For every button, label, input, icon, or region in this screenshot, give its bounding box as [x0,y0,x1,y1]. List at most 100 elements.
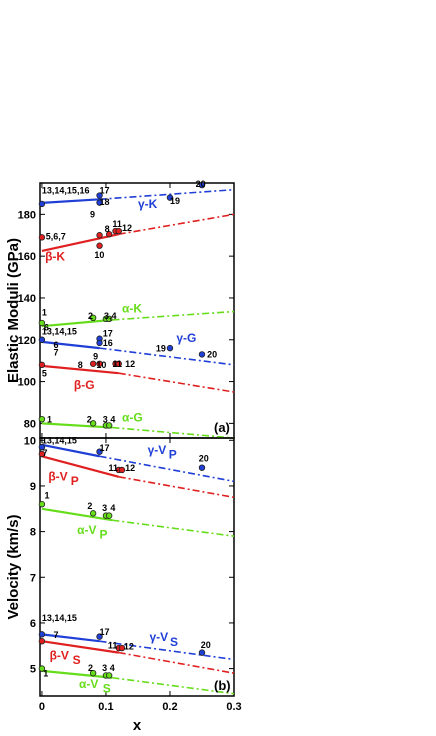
y-tick-label: 80 [24,418,36,430]
sample-number-label: 8 [78,360,83,370]
x-tick-label: 0.2 [162,701,177,713]
series-annotation: S [170,635,178,649]
series-annotation: β-G [74,378,95,392]
sample-number-label: 3 [102,503,107,513]
data-point [38,319,46,327]
series-line-dashed [112,519,235,537]
data-point [198,464,206,471]
sample-number-label: 7 [53,347,58,357]
sample-number-label: 12 [122,223,132,233]
data-point [198,351,206,358]
sample-number-label: 12 [125,463,135,473]
sample-number-label: 17 [100,443,110,453]
y-tick-label: 9 [30,481,36,493]
sample-number-label: 11 [112,219,122,229]
data-point [89,510,97,517]
data-point [96,339,103,347]
series-annotation: P [71,474,79,488]
series-line-solid [41,640,119,654]
data-point [96,448,103,455]
sample-number-label: 1 [47,414,52,424]
series-annotation: P [169,448,177,462]
data-point [105,231,113,238]
y-tick-label: 5 [30,664,36,676]
panel-frame-2 [39,437,235,697]
series-annotation: α-K [122,302,142,316]
sample-number-label: 1 [43,668,48,678]
data-point [105,315,113,323]
sample-number-label: 17 [100,627,110,637]
series-annotation: γ-V [149,630,168,644]
sample-number-label: 2 [87,414,92,424]
data-point [38,665,46,672]
data-point [89,420,97,427]
data-point [38,336,46,343]
y-tick-label: 100 [18,377,36,389]
sample-number-label: 6 [53,340,58,350]
sample-number-label: 9 [93,352,98,362]
series-annotation: β-V [50,648,69,662]
sample-number-label: 19 [170,196,180,206]
sample-number-label: 10 [96,360,106,370]
series-line-solid [41,422,113,429]
series-line-dashed [99,188,235,201]
series-line-solid [41,443,100,458]
sample-number-label: 2 [88,311,93,321]
sample-number-label: 3,4 [104,311,117,321]
series-line-dashed [118,476,235,499]
sample-number-label: 6 [44,322,49,332]
sample-number-label: 8 [105,224,110,234]
data-point [105,422,113,429]
sample-number-label: 12 [125,359,135,369]
series-annotation: α-V [77,523,96,537]
sample-number-label: 9 [90,209,95,219]
sample-number-label: 18 [100,197,110,207]
sample-number-label: 12 [124,641,134,651]
series-annotation: S [103,681,111,695]
x-tick-label: 0 [39,701,45,713]
data-point [166,344,174,352]
data-point [38,638,46,645]
y-tick-label: 140 [18,293,36,305]
sample-number-label: 4 [110,414,115,424]
sample-number-label: 5,6,7 [46,231,66,241]
sample-number-label: 1 [44,491,49,501]
series-line-solid [41,198,100,204]
data-point [89,314,97,322]
y-axis-label: Elastic Moduli (GPa) [5,238,22,383]
sample-number-label: 11 [109,463,119,473]
data-point [115,227,122,235]
series-line-solid [41,669,113,679]
y-tick-label: 6 [30,618,36,630]
sample-number-label: 19 [156,343,166,353]
sample-number-label: 7 [43,448,48,458]
data-point [38,501,46,508]
sample-number-label: 11 [112,359,122,369]
sample-number-label: 3 [102,663,107,673]
data-point [96,192,103,199]
series-line-solid [41,340,100,350]
series-annotation: γ-V [148,443,167,457]
sample-number-label: 13,14,15 [42,613,77,623]
series-annotation: α-G [122,410,143,424]
sample-number-label: 17 [103,329,113,339]
data-point [96,242,103,249]
sample-number-label: 10 [94,250,104,260]
y-tick-label: 180 [18,209,36,221]
data-point [166,194,174,201]
series-line-dashed [112,310,235,321]
data-point [105,672,113,679]
sample-number-label: 2 [88,663,93,673]
sample-number-label: 4 [110,663,115,673]
data-point [115,360,122,367]
x-tick-label: 0.1 [98,701,113,713]
series-annotation: γ-K [138,197,158,211]
series-line-dashed [118,651,235,674]
series-line-dashed [112,426,235,439]
sample-number-label: 13,14,15 [42,327,77,337]
sample-number-label: 20 [196,179,206,189]
y-tick-label: 10 [24,435,36,447]
data-point [38,234,46,241]
data-point [89,360,97,367]
